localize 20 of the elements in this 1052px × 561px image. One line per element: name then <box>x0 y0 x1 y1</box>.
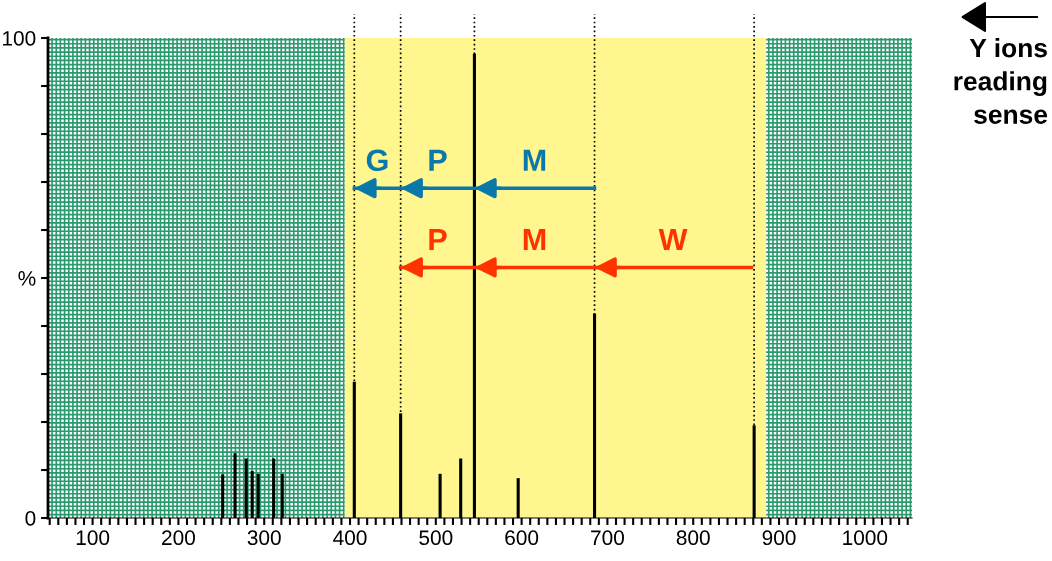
x-tick-label: 200 <box>162 530 195 546</box>
x-tick-label: 100 <box>76 530 110 546</box>
x-tick-label: 800 <box>676 530 710 546</box>
x-tick-label: 500 <box>419 530 453 546</box>
y-tick-label: 0 <box>25 511 36 526</box>
x-tick-label: 300 <box>247 530 281 546</box>
annotation: W <box>658 228 688 250</box>
x-tick-label: 1000 <box>843 530 888 546</box>
annotation: P <box>429 149 447 171</box>
x-tick-label: 600 <box>505 530 539 546</box>
y-tick-label: % <box>18 271 36 286</box>
text: Y ions reading sense <box>954 38 1048 124</box>
annotation: M <box>523 228 546 250</box>
annotation: P <box>429 228 447 250</box>
x-tick-label: 400 <box>333 530 367 546</box>
annotation: M <box>523 149 546 171</box>
y-tick-label: 100 <box>3 31 36 46</box>
annotation: G <box>366 149 388 172</box>
x-tick-label: 900 <box>762 530 796 546</box>
x-tick-label: 700 <box>591 530 624 546</box>
